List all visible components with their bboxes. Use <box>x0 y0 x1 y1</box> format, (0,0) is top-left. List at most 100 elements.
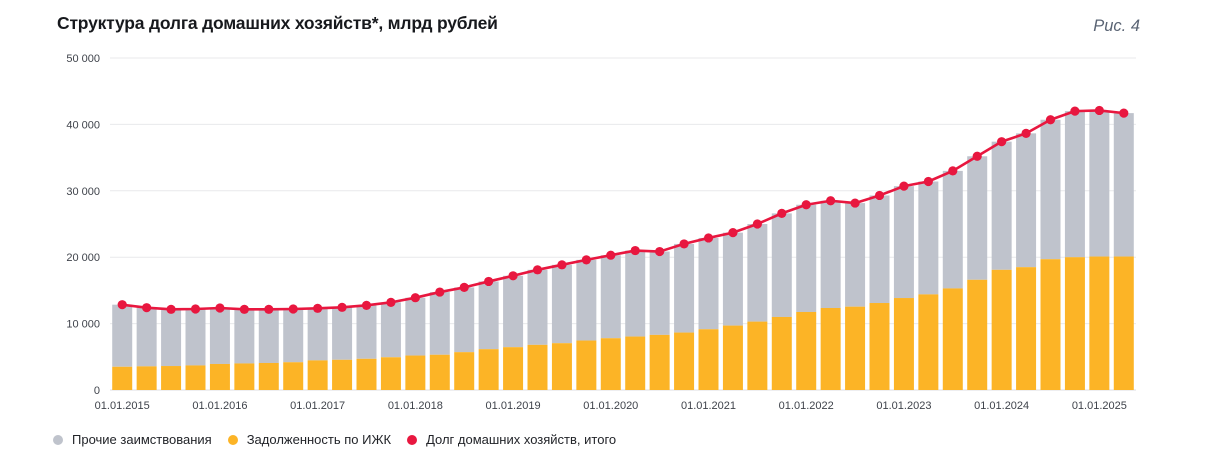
total-point <box>826 196 836 206</box>
total-point <box>386 297 396 307</box>
bar-other-segment <box>136 307 157 367</box>
bar-mortgage-segment <box>209 363 230 390</box>
bar-other-segment <box>503 275 524 348</box>
bar-mortgage-segment <box>307 360 328 390</box>
bar-mortgage-segment <box>478 349 499 390</box>
bar-mortgage-segment <box>893 298 914 390</box>
x-tick-label: 01.01.2025 <box>1072 400 1127 412</box>
bar-mortgage-segment <box>674 332 695 390</box>
x-tick-label: 01.01.2021 <box>681 400 736 412</box>
bar-mortgage-segment <box>771 316 792 390</box>
total-point <box>948 166 958 176</box>
total-point <box>288 304 298 314</box>
bar-mortgage-segment <box>1064 257 1085 390</box>
bar-other-segment <box>942 170 963 289</box>
total-point <box>606 250 616 260</box>
bar-other-segment <box>380 302 401 358</box>
bar-other-segment <box>1016 133 1037 268</box>
bar-other-segment <box>307 308 328 361</box>
bar-other-segment <box>551 264 572 344</box>
bar-other-segment <box>869 195 890 304</box>
total-point <box>190 304 201 314</box>
total-point <box>972 151 982 161</box>
stacked-bar-line-chart: 0 10 000 20 000 30 000 40 000 50 000 01.01.201… <box>66 53 1136 412</box>
bar-mortgage-segment <box>747 321 768 390</box>
total-point <box>508 271 518 281</box>
bar-mortgage-segment <box>1016 267 1037 390</box>
total-point <box>361 300 372 310</box>
bar-mortgage-segment <box>1113 256 1134 390</box>
total-point <box>728 228 738 238</box>
total-point <box>752 219 762 229</box>
bar-other-segment <box>967 156 988 280</box>
total-point <box>1021 128 1031 138</box>
bar-other-segment <box>722 232 743 326</box>
bar-other-segment <box>820 200 841 308</box>
bar-other-segment <box>1089 110 1110 257</box>
total-point <box>899 181 909 191</box>
bar-other-segment <box>845 203 866 307</box>
bar-mortgage-segment <box>405 355 426 390</box>
x-tick-label: 01.01.2019 <box>486 400 541 412</box>
legend-item-total: Долг домашних хозяйств, итого <box>407 432 616 447</box>
bar-other-segment <box>161 309 182 367</box>
total-point <box>874 190 885 201</box>
y-tick-label: 0 <box>94 385 100 397</box>
total-point <box>166 304 176 314</box>
bar-mortgage-segment <box>356 358 377 390</box>
bar-mortgage-segment <box>576 340 597 390</box>
total-point <box>1094 105 1104 116</box>
total-point <box>239 304 249 314</box>
bar-mortgage-segment <box>869 303 890 390</box>
total-point <box>142 303 152 313</box>
bar-mortgage-segment <box>625 336 646 390</box>
total-point <box>1070 106 1080 116</box>
y-tick-label: 10 000 <box>66 319 100 331</box>
legend-label-mortgage: Задолженность по ИЖК <box>246 432 392 447</box>
total-point <box>337 302 347 312</box>
total-point <box>557 260 567 270</box>
bar-mortgage-segment <box>332 359 353 390</box>
total-point <box>435 287 445 297</box>
bar-mortgage-segment <box>820 307 841 390</box>
bar-other-segment <box>918 181 939 295</box>
bar-other-segment <box>527 269 548 345</box>
bar-other-segment <box>625 250 646 337</box>
total-debt-dot-icon <box>407 434 418 445</box>
bar-other-segment <box>258 309 279 363</box>
bar-mortgage-segment <box>503 347 524 390</box>
mortgage-debt-dot-icon <box>227 434 238 445</box>
bar-other-segment <box>600 255 621 339</box>
bar-other-segment <box>771 213 792 317</box>
bar-mortgage-segment <box>845 306 866 390</box>
bar-other-segment <box>209 307 230 364</box>
total-point <box>313 303 323 313</box>
bar-other-segment <box>332 307 353 360</box>
x-tick-label: 01.01.2024 <box>974 400 1029 412</box>
total-point <box>655 246 665 257</box>
bar-other-segment <box>283 308 304 363</box>
bar-other-segment <box>576 259 597 341</box>
bar-mortgage-segment <box>796 311 817 390</box>
total-point <box>777 208 787 218</box>
total-point <box>923 176 933 187</box>
bar-mortgage-segment <box>380 357 401 390</box>
bar-mortgage-segment <box>698 329 719 390</box>
total-point <box>1045 115 1056 125</box>
total-point <box>997 137 1007 147</box>
total-point <box>679 239 689 249</box>
bar-mortgage-segment <box>527 344 548 390</box>
bar-mortgage-segment <box>136 366 157 390</box>
y-tick-label: 40 000 <box>66 119 100 131</box>
bar-other-segment <box>478 281 499 350</box>
chart-legend: Прочие заимствования Задолженность по ИЖ… <box>53 432 616 447</box>
bar-other-segment <box>991 141 1012 270</box>
bar-other-segment <box>893 186 914 299</box>
bar-mortgage-segment <box>1040 259 1061 390</box>
x-tick-label: 01.01.2023 <box>876 400 931 412</box>
bar-mortgage-segment <box>234 363 255 390</box>
x-tick-label: 01.01.2015 <box>95 400 150 412</box>
bar-other-segment <box>112 304 133 367</box>
bar-mortgage-segment <box>967 279 988 390</box>
x-tick-label: 01.01.2022 <box>779 400 834 412</box>
